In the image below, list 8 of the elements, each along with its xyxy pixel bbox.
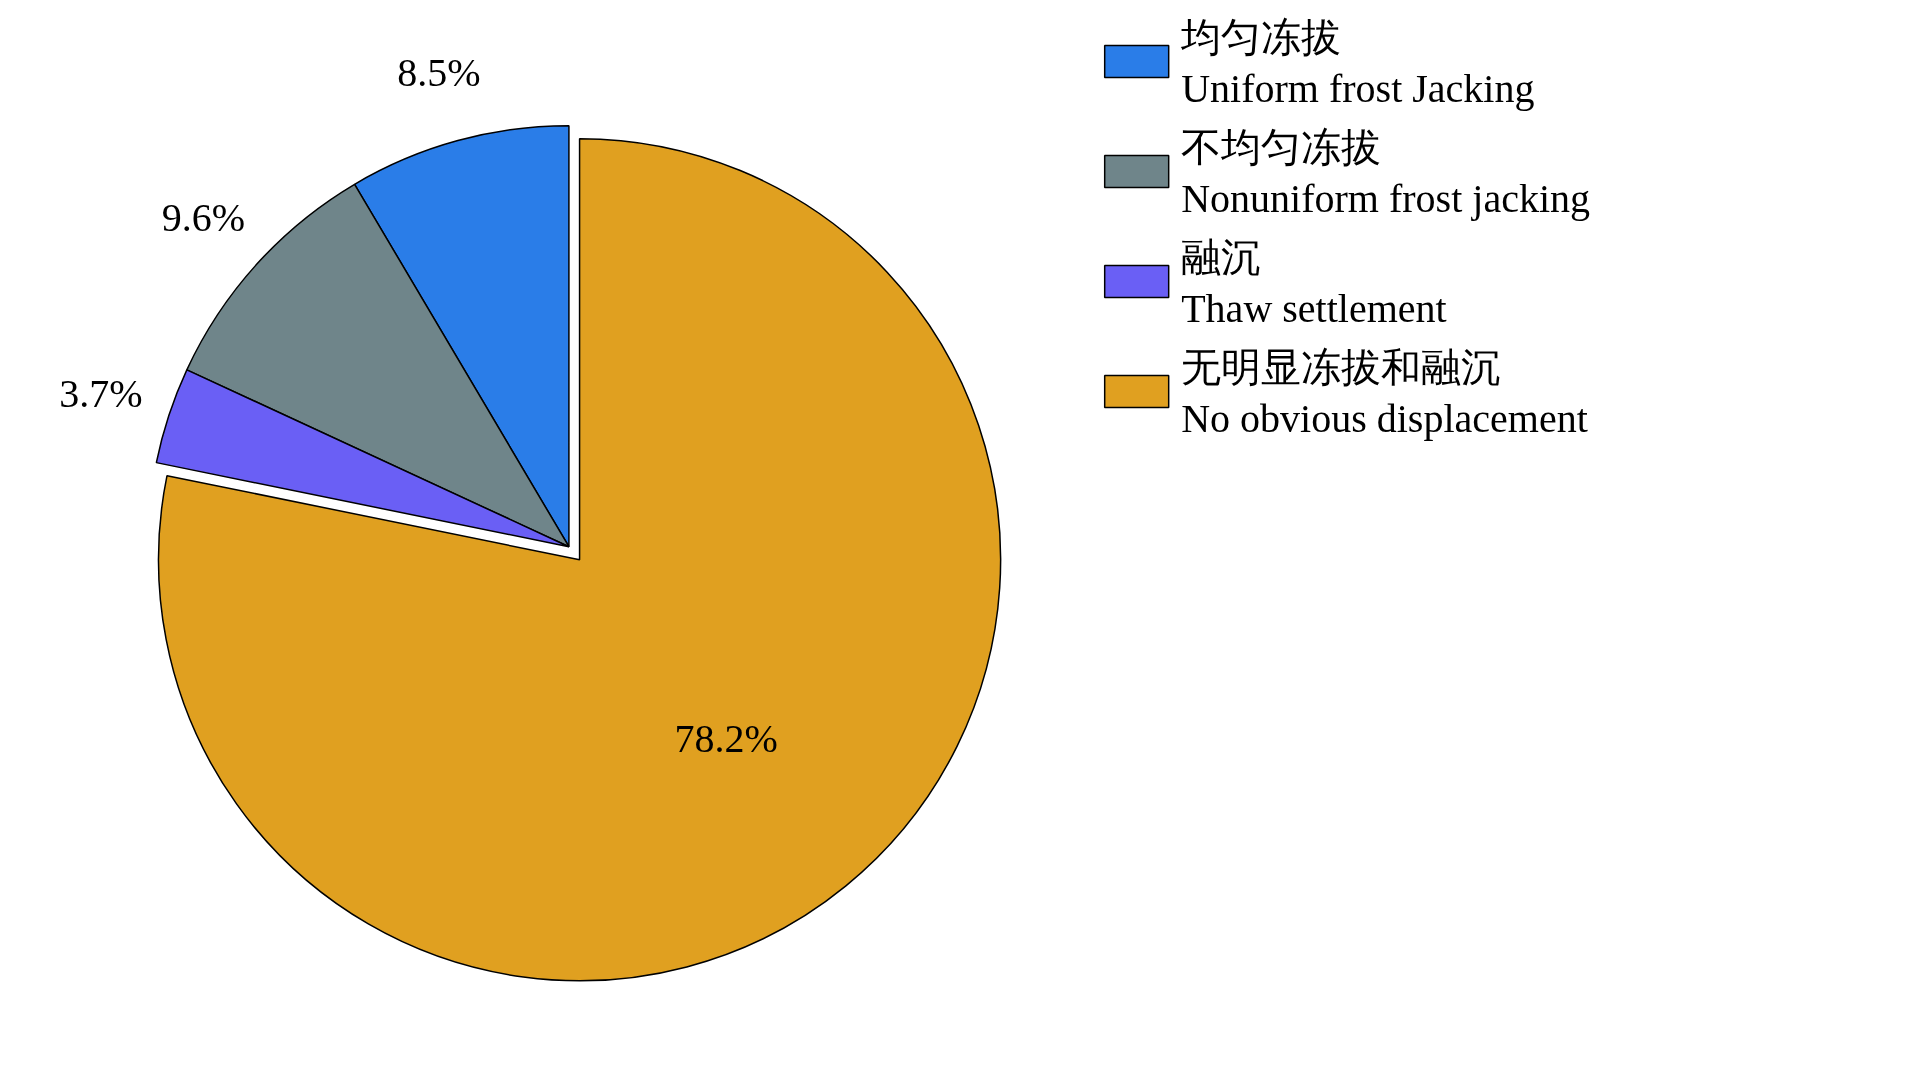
legend-label: 均匀冻拔 Uniform frost Jacking — [1181, 14, 1535, 112]
legend-label: 无明显冻拔和融沉 No obvious displacement — [1181, 344, 1588, 442]
legend-label: 不均匀冻拔 Nonuniform frost jacking — [1181, 124, 1590, 222]
data-label: 3.7% — [59, 370, 143, 416]
data-label: 78.2% — [674, 716, 778, 762]
data-label: 9.6% — [161, 194, 246, 240]
data-label: 8.5% — [397, 50, 481, 96]
legend-label: 融沉 Thaw settlement — [1181, 234, 1447, 332]
